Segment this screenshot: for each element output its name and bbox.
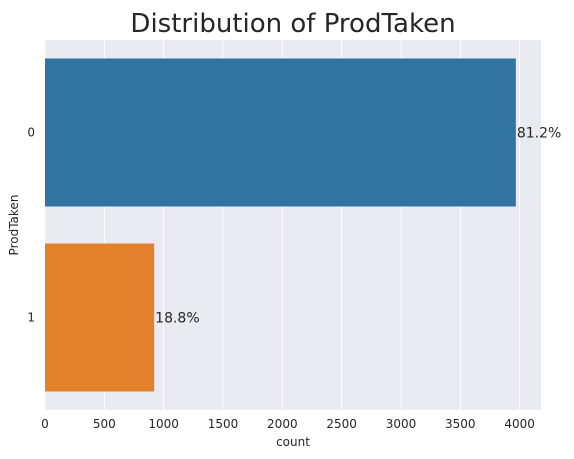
bar-0 (45, 58, 516, 207)
x-tick-label: 2500 (326, 417, 357, 431)
bar-1 (45, 243, 155, 392)
x-tick-label: 0 (41, 417, 49, 431)
data-label: 18.8% (155, 311, 199, 327)
chart-title: Distribution of ProdTaken (130, 9, 455, 39)
data-label: 81.2% (517, 126, 561, 142)
x-tick-label: 2000 (267, 417, 298, 431)
x-tick-label: 4000 (504, 417, 535, 431)
y-tick-label: 0 (27, 126, 35, 140)
x-tick-label: 3000 (386, 417, 417, 431)
y-axis-label: ProdTaken (7, 195, 21, 256)
data-labels: 81.2% 18.8% (155, 126, 561, 327)
x-tick-label: 1500 (208, 417, 239, 431)
y-tick-labels: 01 (27, 126, 35, 325)
x-tick-label: 3500 (445, 417, 476, 431)
x-tick-labels: 0 500 1000 1500 2000 2500 3000 3500 4000 (41, 417, 535, 431)
y-tick-label: 1 (27, 311, 35, 325)
x-tick-label: 500 (93, 417, 116, 431)
x-axis-label: count (276, 435, 310, 449)
bars (45, 58, 516, 392)
x-tick-label: 1000 (148, 417, 179, 431)
